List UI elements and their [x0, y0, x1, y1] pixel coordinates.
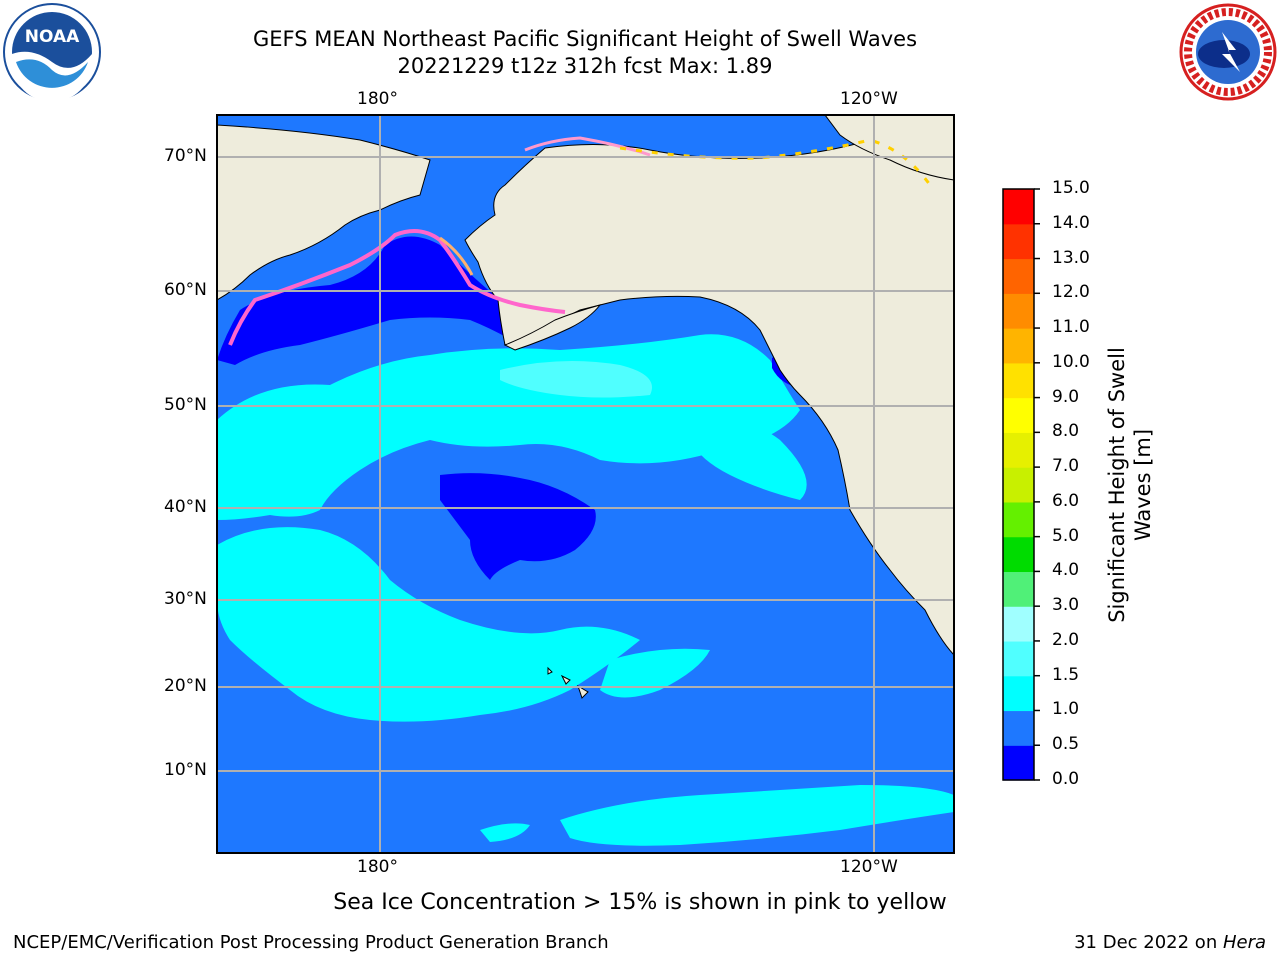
colorbar-tick-label: 8.0: [1052, 421, 1080, 442]
sea-ice-arctic: [524, 136, 651, 157]
colorbar-tick-label: 7.0: [1052, 456, 1080, 477]
colorbar-tick-label: 11.0: [1052, 317, 1090, 338]
colorbar-tick-label: 0.0: [1052, 769, 1080, 789]
colorbar-segment: [1003, 362, 1034, 399]
land-hawaii: [547, 666, 589, 699]
colorbar-tick-label: 0.5: [1052, 734, 1080, 755]
colorbar-tick-label: 9.0: [1052, 386, 1080, 407]
lon-label-top-180: 180°: [357, 89, 398, 109]
lon-label-top-120w: 120°W: [840, 89, 898, 109]
lat-label-50n: 50°N: [164, 395, 207, 415]
sea-ice-bering: [228, 229, 566, 346]
lat-label-60n: 60°N: [164, 280, 207, 300]
colorbar-segment: [1003, 189, 1034, 225]
noaa-logo-text: NOAA: [25, 27, 80, 47]
lon-label-bottom-120w: 120°W: [840, 857, 898, 877]
colorbar-segment: [1003, 501, 1034, 538]
colorbar-segment: [1003, 223, 1034, 260]
land-alaska-peninsula: [503, 304, 602, 351]
lat-label-40n: 40°N: [164, 497, 207, 517]
map-frame: [216, 114, 955, 854]
swell-calm-bering: [217, 236, 570, 365]
colorbar-tick-label: 13.0: [1052, 247, 1090, 268]
lat-label-30n: 30°N: [164, 589, 207, 609]
lat-label-10n: 10°N: [164, 760, 207, 780]
lat-label-20n: 20°N: [164, 676, 207, 696]
land-chukotka: [217, 115, 431, 301]
colorbar-tick-label: 4.0: [1052, 560, 1080, 581]
sea-ice-arctic-yellow: [619, 138, 932, 186]
noaa-logo-icon: NOAA: [3, 3, 101, 102]
swell-band-gulf-alaska: [500, 361, 652, 398]
map-subtitle: 20221229 t12z 312h fcst Max: 1.89: [397, 54, 773, 78]
colorbar-tick-label: 14.0: [1052, 212, 1090, 233]
colorbar-label-line1: Significant Height of Swell: [1105, 347, 1129, 623]
colorbar-tick-label: 12.0: [1052, 282, 1090, 303]
colorbar-tick-label: 1.5: [1052, 664, 1080, 685]
lon-label-bottom-180: 180°: [357, 857, 398, 877]
colorbar-segment: [1003, 536, 1034, 573]
map-area: [217, 115, 954, 853]
swell-band-hawaii-east: [600, 648, 710, 698]
colorbar-segment: [1003, 432, 1034, 468]
swell-calm-central: [440, 473, 596, 580]
swell-band-northeast: [690, 417, 807, 500]
colorbar-segment: [1003, 710, 1034, 746]
swell-band-tropics-west: [480, 823, 530, 842]
colorbar-segment: [1003, 571, 1034, 607]
graticule: [217, 115, 954, 853]
colorbar-tick-label: 5.0: [1052, 525, 1080, 546]
lat-label-70n: 70°N: [164, 146, 207, 166]
colorbar-segment: [1003, 293, 1034, 329]
swell-band-north: [217, 334, 800, 520]
colorbar-segment: [1003, 467, 1034, 503]
sea-ice-bering-edge: [439, 236, 474, 276]
colorbar-tick-label: 2.0: [1052, 629, 1080, 650]
footer-date: 31 Dec 2022 on Hera: [1074, 932, 1266, 953]
swell-band-subtropics: [217, 527, 640, 722]
footer-date-text: 31 Dec 2022 on: [1074, 932, 1223, 953]
colorbar-tick-label: 6.0: [1052, 490, 1080, 511]
footer-machine: Hera: [1222, 932, 1266, 953]
colorbar-segment: [1003, 675, 1034, 712]
colorbar-segment: [1003, 745, 1034, 781]
colorbar-label-line2: Waves [m]: [1131, 429, 1155, 541]
colorbar-segment: [1003, 640, 1034, 677]
nws-logo-icon: [1179, 3, 1277, 101]
sea-ice-caption: Sea Ice Concentration > 15% is shown in …: [333, 890, 947, 915]
colorbar-tick-label: 3.0: [1052, 595, 1080, 616]
swell-band-tropics: [560, 785, 954, 846]
colorbar-segment: [1003, 606, 1034, 642]
colorbar-segment: [1003, 328, 1034, 364]
colorbar-tick-label: 10.0: [1052, 351, 1090, 372]
colorbar-segment: [1003, 397, 1034, 433]
map-title: GEFS MEAN Northeast Pacific Significant …: [252, 27, 918, 51]
colorbar: [1003, 188, 1040, 781]
colorbar-tick-label: 1.0: [1052, 699, 1080, 720]
colorbar-segment: [1003, 258, 1034, 294]
colorbar-frame: [1002, 188, 1035, 781]
footer-branch: NCEP/EMC/Verification Post Processing Pr…: [13, 932, 609, 953]
colorbar-tick-label: 15.0: [1052, 178, 1090, 198]
